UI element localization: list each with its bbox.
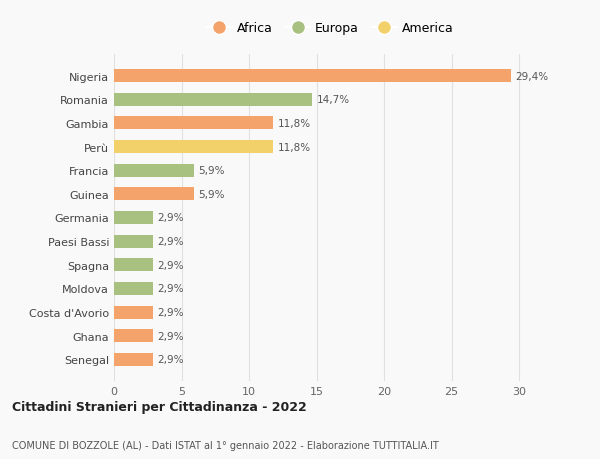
Bar [114,164,194,177]
Bar [114,188,194,201]
Bar [114,282,153,295]
Text: 11,8%: 11,8% [277,142,310,152]
Text: 2,9%: 2,9% [157,237,184,246]
Bar [114,94,313,106]
Text: 11,8%: 11,8% [277,118,310,129]
Text: 2,9%: 2,9% [157,284,184,294]
Bar [114,212,153,224]
Legend: Africa, Europa, America: Africa, Europa, America [207,22,453,35]
Bar [114,259,153,272]
Text: 5,9%: 5,9% [198,166,224,176]
Text: 5,9%: 5,9% [198,190,224,199]
Text: 2,9%: 2,9% [157,331,184,341]
Text: 2,9%: 2,9% [157,213,184,223]
Text: Cittadini Stranieri per Cittadinanza - 2022: Cittadini Stranieri per Cittadinanza - 2… [12,400,307,413]
Text: 2,9%: 2,9% [157,355,184,364]
Text: 2,9%: 2,9% [157,308,184,318]
Text: 29,4%: 29,4% [515,72,548,81]
Bar [114,330,153,342]
Text: 14,7%: 14,7% [317,95,350,105]
Bar [114,141,274,154]
Bar [114,70,511,83]
Bar [114,117,274,130]
Bar [114,306,153,319]
Text: 2,9%: 2,9% [157,260,184,270]
Text: COMUNE DI BOZZOLE (AL) - Dati ISTAT al 1° gennaio 2022 - Elaborazione TUTTITALIA: COMUNE DI BOZZOLE (AL) - Dati ISTAT al 1… [12,440,439,450]
Bar [114,353,153,366]
Bar [114,235,153,248]
